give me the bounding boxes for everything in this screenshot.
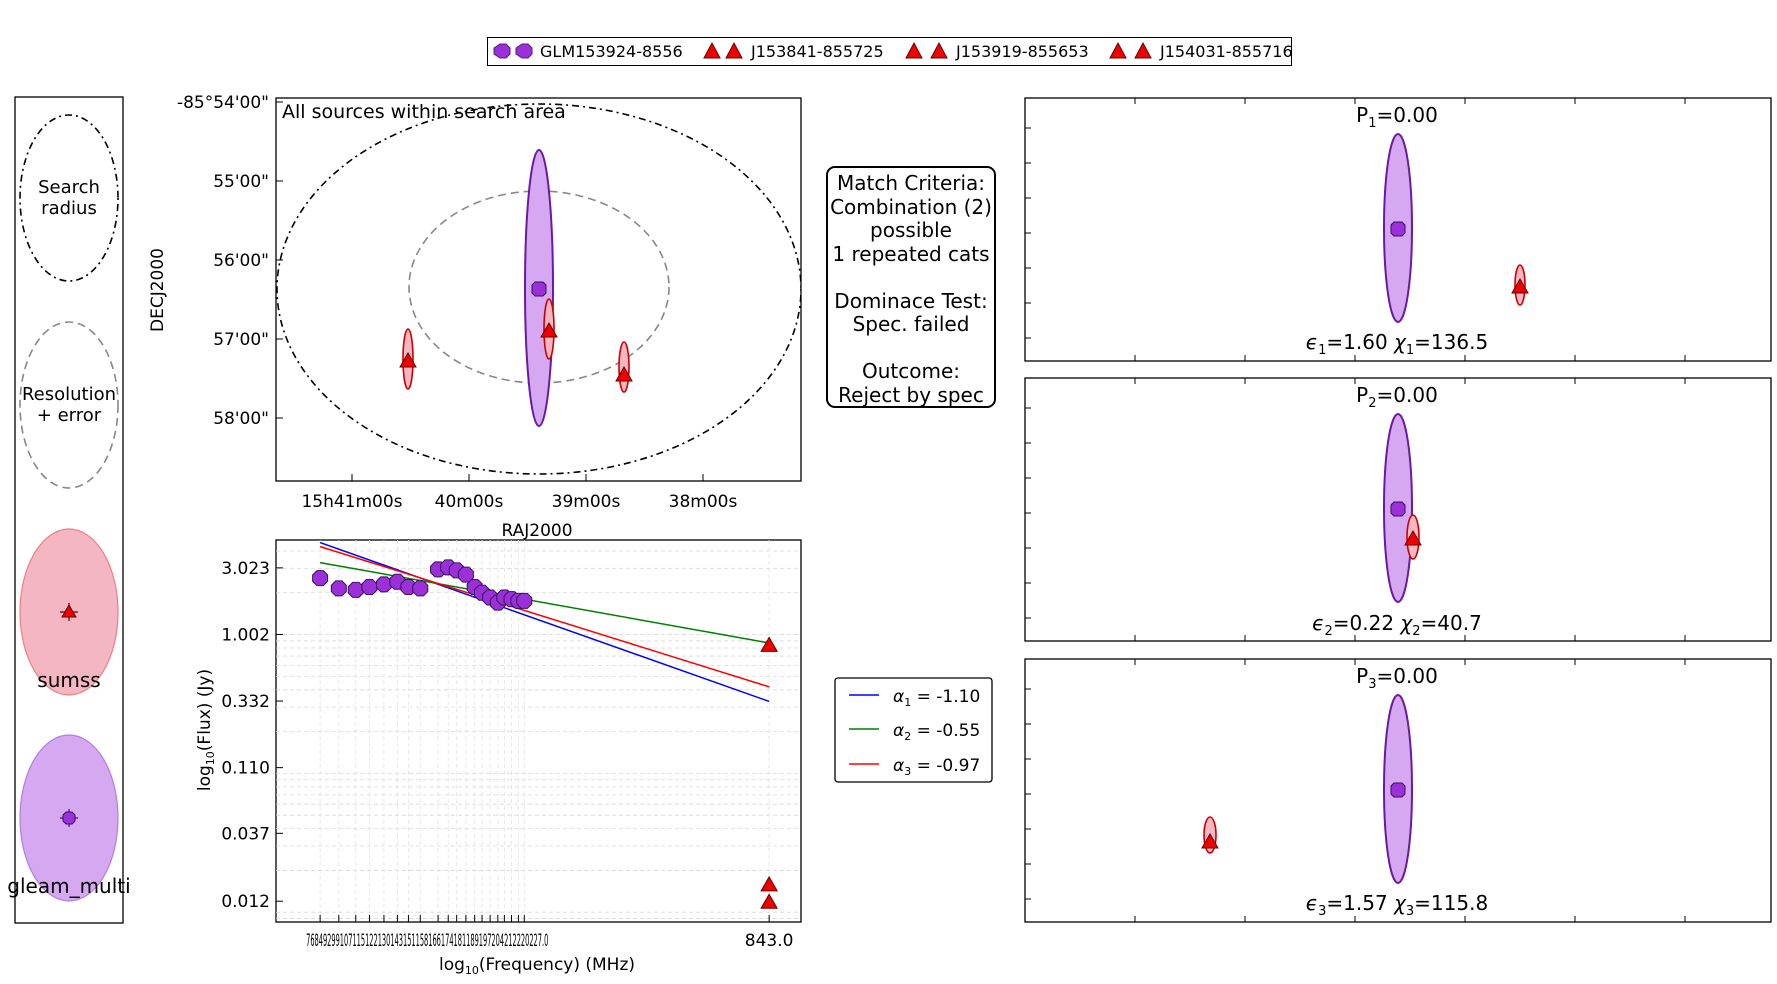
combo-panel-3 [1024, 658, 1772, 923]
legend-label-j1: J153841-855725 [751, 42, 884, 61]
sky-sumss-marker-3 [615, 365, 633, 382]
p3-label: P3=0.00 [1356, 664, 1438, 692]
spectrum-ylabel: log10(Flux) (Jy) [195, 669, 217, 791]
sky-search-ellipse [276, 103, 801, 475]
y-tick-label-2: 0.332 [221, 692, 270, 712]
dec-tick-2: 56'00" [213, 251, 269, 271]
alpha-legend-3: α3 = -0.97 [893, 756, 980, 778]
y-tick-label-1: 1.002 [221, 625, 270, 645]
criteria-line-7: Spec. failed [852, 312, 970, 336]
dec-tick-4: 58'00" [213, 409, 269, 429]
fit-line-alpha-1 [319, 541, 770, 703]
legend-label-j3: J154031-855716 [1160, 42, 1293, 61]
spectrum-points [312, 559, 778, 909]
alpha-legend-2: α2 = -0.55 [893, 721, 980, 743]
y-tick-label-0: 3.023 [221, 559, 270, 579]
ra-tick-1: 40m00s [435, 492, 504, 512]
search-radius-label-1: Search [38, 177, 100, 198]
x-tick-label-strip: 7684929910711512213014315115816617418118… [306, 931, 548, 951]
sky-gleam-marker [531, 281, 547, 297]
top-legend [487, 37, 1292, 66]
resolution-ellipse [19, 321, 119, 489]
gleam-point [330, 580, 347, 597]
y-tick-label-5: 0.012 [221, 892, 270, 912]
sumss-point [760, 636, 778, 652]
p1-label: P1=0.00 [1356, 103, 1438, 131]
gleam-point [412, 580, 429, 597]
gleam-point [312, 570, 329, 587]
gleam-point [347, 581, 364, 598]
p2-label: P2=0.00 [1356, 383, 1438, 411]
alpha-legend: α1 = -1.10 α2 = -0.55 α3 = -0.97 [834, 677, 993, 783]
criteria-line-5 [828, 266, 994, 290]
criteria-line-6: Dominace Test: [834, 288, 988, 313]
match-criteria-box: Match Criteria: Combination (2) possible… [826, 166, 996, 408]
spectrum-ticks: 3.023 1.002 0.332 0.110 0.037 0.012 7684929910… [221, 559, 793, 951]
gleam-point [375, 576, 392, 593]
eps-chi-2-label: ϵ2=0.22 χ2=40.7 [1312, 611, 1482, 639]
sky-plot: -85°54'00" 55'00" 56'00" 57'00" 58'00" 1… [148, 93, 802, 541]
criteria-line-2: Combination (2) [830, 194, 992, 219]
sky-ylabel: DECJ2000 [148, 248, 168, 332]
search-radius-ellipse [19, 114, 119, 282]
combo-ticks [1025, 98, 1686, 922]
ra-tick-0: 15h41m00s [301, 492, 402, 512]
sky-xlabel: RAJ2000 [501, 521, 572, 541]
combo-panel-2 [1024, 377, 1772, 642]
legend-label-glm: GLM153924-8556 [540, 42, 683, 61]
key-panel-frame [14, 96, 124, 924]
resolution-label-2: + error [36, 405, 102, 426]
sumss-point [760, 893, 778, 909]
legend-marker-j1 [703, 41, 743, 59]
criteria-line-3: possible [870, 218, 952, 242]
eps-chi-3-label: ϵ3=1.57 χ3=115.8 [1306, 891, 1488, 919]
y-tick-label-4: 0.037 [221, 824, 270, 844]
eps-chi-1-label: ϵ1=1.60 χ1=136.5 [1306, 330, 1488, 358]
spectrum-plot: 3.023 1.002 0.332 0.110 0.037 0.012 7684929910… [195, 539, 802, 977]
dec-tick-1: 55'00" [213, 172, 269, 192]
combo-panel-1 [1024, 97, 1772, 362]
gleam-point [361, 579, 378, 596]
criteria-line-9: Outcome: [861, 359, 961, 383]
ra-tick-3: 38m00s [669, 492, 738, 512]
sky-sumss-marker-1 [399, 351, 417, 368]
criteria-line-4: 1 repeated cats [832, 241, 990, 266]
criteria-line-10: Reject by spec [838, 382, 984, 407]
gleam-point [457, 566, 474, 583]
criteria-line-1: Match Criteria: [836, 171, 986, 195]
sumss-label: sumss [37, 668, 101, 692]
gleam-key-marker [60, 809, 78, 827]
alpha-legend-1: α1 = -1.10 [893, 687, 980, 709]
ra-tick-2: 39m00s [552, 492, 621, 512]
legend-marker-j3 [1109, 41, 1152, 59]
legend-marker-glm [493, 43, 533, 59]
legend-marker-j2 [905, 41, 948, 59]
fit-line-alpha-3 [319, 545, 770, 688]
search-radius-label-2: radius [41, 198, 97, 219]
spectrum-grid [276, 540, 801, 922]
sky-plot-title: All sources within search area [282, 101, 566, 123]
dec-tick-0: -85°54'00" [177, 93, 269, 113]
sumss-point [760, 875, 778, 892]
y-tick-label-3: 0.110 [221, 759, 270, 779]
spectrum-xlabel: log10(Frequency) (MHz) [439, 955, 635, 977]
x-tick-label-843: 843.0 [745, 931, 794, 951]
gleam-label: gleam_multi [7, 874, 131, 898]
resolution-label-1: Resolution [21, 384, 117, 405]
legend-label-j2: J153919-855653 [956, 42, 1089, 61]
gleam-point [516, 592, 533, 609]
sumss-key-marker [60, 603, 78, 621]
dec-tick-3: 57'00" [213, 330, 269, 350]
sky-sumss-marker-2 [540, 321, 558, 338]
criteria-line-8 [828, 337, 994, 361]
